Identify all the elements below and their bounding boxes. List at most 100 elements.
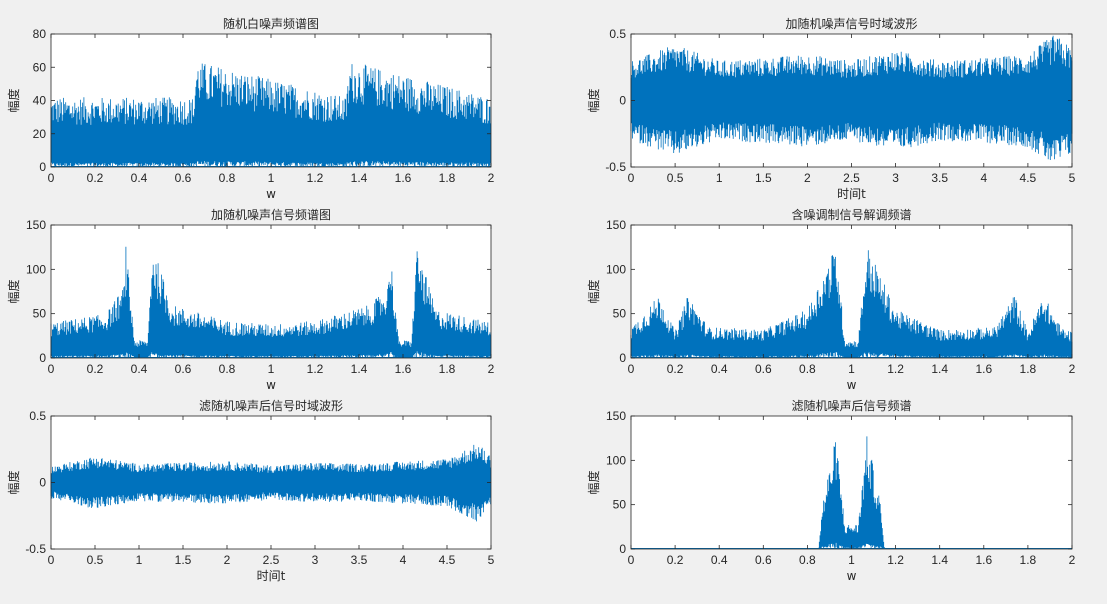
x-tick-label: 1 [136, 553, 143, 567]
y-tick-label: 100 [606, 262, 626, 276]
y-axis-label: 幅度 [586, 279, 601, 303]
x-axis-label: w [847, 378, 857, 392]
panel-3: 0 0.2 0.4 0.6 0.8 1 1.2 1.4 1.6 1.8 2 0 50 100 150 加随机噪… [6, 207, 495, 392]
y-tick-label: 50 [613, 307, 627, 321]
x-tick-label: 0.8 [799, 553, 816, 567]
chart-title: 加随机噪声信号时域波形 [785, 16, 917, 31]
x-tick-label: 0.6 [175, 362, 192, 376]
x-tick-label: 1.4 [351, 171, 368, 185]
panel-2: 0 0.5 1 1.5 2 2.5 3 3.5 4 4.5 5-0.500.5加随机噪声信号时域波形… [586, 16, 1076, 201]
x-tick-label: 5 [1069, 171, 1076, 185]
x-tick-label: 0.4 [711, 362, 728, 376]
chart-title: 加随机噪声信号频谱图 [211, 207, 331, 222]
x-tick-label: 0 [628, 171, 635, 185]
y-tick-label: 150 [606, 409, 626, 423]
x-tick-label: 3 [312, 553, 319, 567]
x-tick-label: 0.5 [667, 171, 684, 185]
y-tick-label: 0 [39, 351, 46, 365]
x-axis-label: w [266, 187, 276, 201]
plot-area [631, 416, 1072, 549]
x-tick-label: 5 [488, 553, 495, 567]
x-tick-label: 0 [628, 362, 635, 376]
x-tick-label: 0.2 [667, 362, 684, 376]
panel-4: 0 0.2 0.4 0.6 0.8 1 1.2 1.4 1.6 1.8 2 0 50 100 150 含噪调制… [586, 207, 1076, 392]
y-axis-label: 幅度 [6, 470, 21, 494]
x-tick-label: 0.8 [219, 362, 236, 376]
chart-title: 滤随机噪声后信号时域波形 [199, 398, 343, 413]
x-tick-label: 1.4 [351, 362, 368, 376]
x-tick-label: 1.6 [975, 362, 992, 376]
x-tick-label: 1.4 [931, 553, 948, 567]
x-tick-label: 2 [804, 171, 811, 185]
x-tick-label: 1.5 [175, 553, 192, 567]
x-tick-label: 0.2 [87, 362, 104, 376]
y-tick-label: 40 [33, 94, 47, 108]
x-tick-label: 0.5 [87, 553, 104, 567]
x-tick-label: 2.5 [843, 171, 860, 185]
x-tick-label: 0.2 [87, 171, 104, 185]
x-tick-label: 1.8 [1020, 362, 1037, 376]
x-tick-label: 1.8 [1020, 553, 1037, 567]
y-tick-label: 20 [33, 127, 47, 141]
x-tick-label: 0.4 [131, 171, 148, 185]
x-tick-label: 2.5 [263, 553, 280, 567]
x-tick-label: 0.4 [131, 362, 148, 376]
y-tick-label: 0.5 [609, 27, 626, 41]
y-tick-label: 60 [33, 60, 47, 74]
x-tick-label: 4 [980, 171, 987, 185]
chart-title: 滤随机噪声后信号频谱 [791, 398, 911, 413]
y-tick-label: 0 [619, 351, 626, 365]
x-tick-label: 3.5 [351, 553, 368, 567]
x-tick-label: 3 [892, 171, 899, 185]
panel-5: 0 0.5 1 1.5 2 2.5 3 3.5 4 4.5 5-0.500.5滤随机噪声后信号时域波… [6, 398, 495, 583]
y-tick-label: 0 [39, 160, 46, 174]
y-axis-label: 幅度 [6, 279, 21, 303]
x-tick-label: 0.6 [175, 171, 192, 185]
x-tick-label: 1.6 [395, 362, 412, 376]
x-tick-label: 0.6 [755, 553, 772, 567]
y-tick-label: -0.5 [605, 160, 626, 174]
y-axis-label: 幅度 [586, 88, 601, 112]
y-tick-label: 50 [613, 498, 627, 512]
x-tick-label: 1.2 [887, 362, 904, 376]
x-tick-label: 3.5 [931, 171, 948, 185]
x-tick-label: 0.2 [667, 553, 684, 567]
y-tick-label: 150 [26, 218, 46, 232]
x-tick-label: 4.5 [1020, 171, 1037, 185]
x-tick-label: 1.2 [307, 171, 324, 185]
chart-title: 随机白噪声频谱图 [223, 16, 319, 31]
x-tick-label: 2 [1069, 362, 1076, 376]
y-tick-label: 150 [606, 218, 626, 232]
x-tick-label: 1.8 [439, 171, 456, 185]
x-tick-label: 0.4 [711, 553, 728, 567]
x-tick-label: 1.2 [887, 553, 904, 567]
x-tick-label: 2 [488, 362, 495, 376]
chart-title: 含噪调制信号解调频谱 [791, 207, 911, 222]
y-tick-label: 0 [619, 94, 626, 108]
x-tick-label: 4 [400, 553, 407, 567]
x-tick-label: 0 [628, 553, 635, 567]
panel-1: 0 0.2 0.4 0.6 0.8 1 1.2 1.4 1.6 1.8 2020406080随机白噪… [6, 16, 495, 201]
x-tick-label: 1.5 [755, 171, 772, 185]
x-tick-label: 1 [268, 171, 275, 185]
x-tick-label: 1 [268, 362, 275, 376]
x-tick-label: 1.6 [975, 553, 992, 567]
y-tick-label: 80 [33, 27, 47, 41]
y-tick-label: 0 [619, 542, 626, 556]
x-tick-label: 1 [848, 553, 855, 567]
y-axis-label: 幅度 [586, 470, 601, 494]
x-tick-label: 0.8 [799, 362, 816, 376]
y-tick-label: 100 [26, 262, 46, 276]
x-axis-label: 时间t [257, 569, 286, 583]
x-tick-label: 1.8 [439, 362, 456, 376]
x-tick-label: 1 [848, 362, 855, 376]
x-tick-label: 1.2 [307, 362, 324, 376]
x-tick-label: 1.6 [395, 171, 412, 185]
x-tick-label: 0 [48, 362, 55, 376]
y-tick-label: 0.5 [29, 409, 46, 423]
x-tick-label: 2 [1069, 553, 1076, 567]
y-tick-label: 0 [39, 476, 46, 490]
x-tick-label: 1.4 [931, 362, 948, 376]
x-tick-label: 2 [488, 171, 495, 185]
x-tick-label: 0 [48, 553, 55, 567]
